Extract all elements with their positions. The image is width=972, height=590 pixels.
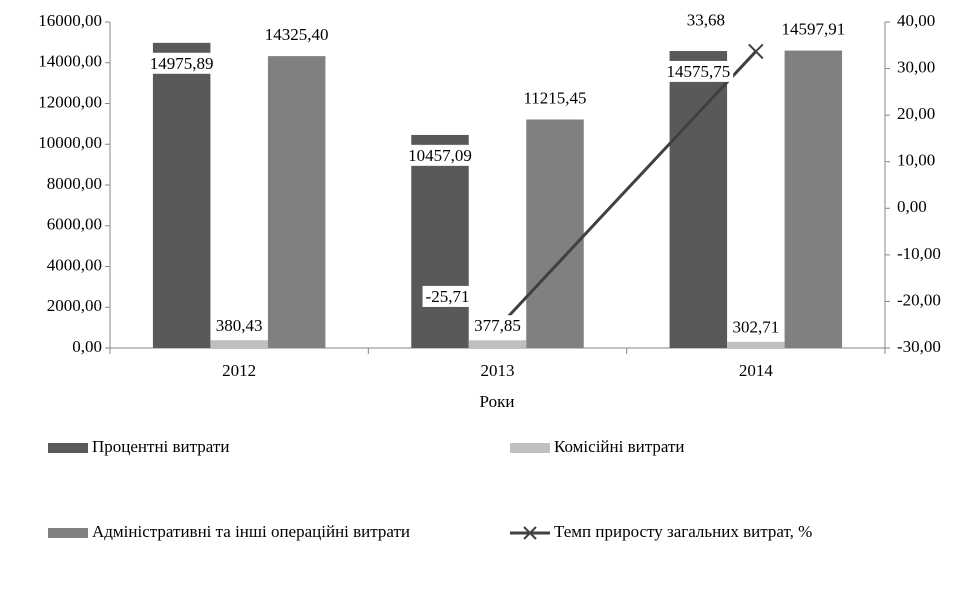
legend-swatch xyxy=(48,528,88,538)
y-tick-label: 8000,00 xyxy=(47,174,102,193)
y2-tick-label: 40,00 xyxy=(897,11,935,30)
y2-tick-label: 20,00 xyxy=(897,104,935,123)
line xyxy=(496,50,757,330)
legend-label: Темп приросту загальних витрат, % xyxy=(554,522,812,541)
bar xyxy=(468,340,527,348)
data-label-bg xyxy=(778,18,849,40)
y-tick-label: 6000,00 xyxy=(47,215,102,234)
data-label: 302,71 xyxy=(732,318,779,337)
x-tick-label: 2012 xyxy=(222,361,256,380)
data-label-bg xyxy=(422,285,473,307)
data-label-bg xyxy=(520,87,590,109)
bar xyxy=(727,341,785,348)
data-label: 14975,89 xyxy=(150,54,214,73)
data-label-bg xyxy=(146,52,217,74)
legend-label: Адміністративні та інші операційні витра… xyxy=(92,522,410,541)
data-label: 377,85 xyxy=(474,316,521,335)
y-tick-label: 14000,00 xyxy=(38,52,102,71)
data-label: 33,68 xyxy=(687,10,725,29)
x-tick-label: 2013 xyxy=(481,361,515,380)
y2-tick-label: -10,00 xyxy=(897,244,941,263)
y-tick-label: 4000,00 xyxy=(47,255,102,274)
data-label-bg xyxy=(212,315,266,337)
y2-tick-label: 30,00 xyxy=(897,57,935,76)
bar xyxy=(411,134,469,348)
data-label: 14325,40 xyxy=(265,25,329,44)
bar xyxy=(210,340,268,348)
legend-label: Комісійні витрати xyxy=(554,437,684,456)
bar xyxy=(669,51,728,348)
y-tick-label: 10000,00 xyxy=(38,133,102,152)
legend-marker xyxy=(523,526,537,540)
legend-swatch xyxy=(48,443,88,453)
data-label-bg xyxy=(471,315,524,337)
data-label: 11215,45 xyxy=(523,88,586,107)
y-tick-label: 16000,00 xyxy=(38,11,102,30)
data-label: -25,71 xyxy=(426,287,470,306)
y2-tick-label: 0,00 xyxy=(897,197,927,216)
y2-tick-label: -20,00 xyxy=(897,290,941,309)
y-tick-label: 12000,00 xyxy=(38,92,102,111)
x-axis-title: Роки xyxy=(480,392,515,411)
data-label: 14575,75 xyxy=(666,62,730,81)
line-marker xyxy=(748,43,764,60)
bar xyxy=(152,42,211,348)
data-label-bg xyxy=(683,9,728,31)
bar xyxy=(267,56,326,349)
y2-tick-label: 10,00 xyxy=(897,151,935,170)
legend-swatch xyxy=(510,443,550,453)
y-tick-label: 2000,00 xyxy=(47,296,102,315)
legend-label: Процентні витрати xyxy=(92,437,229,456)
bar xyxy=(526,119,584,349)
data-label: 14597,91 xyxy=(781,19,845,38)
data-label: 10457,09 xyxy=(408,146,472,165)
y-tick-label: 0,00 xyxy=(72,337,102,356)
y2-tick-label: -30,00 xyxy=(897,337,941,356)
data-label: 380,43 xyxy=(216,316,263,335)
x-tick-label: 2014 xyxy=(739,361,774,380)
data-label-bg xyxy=(729,316,783,338)
bar xyxy=(784,50,843,348)
data-label-bg xyxy=(261,24,332,46)
data-label-bg xyxy=(405,144,475,166)
data-label-bg xyxy=(663,60,734,82)
